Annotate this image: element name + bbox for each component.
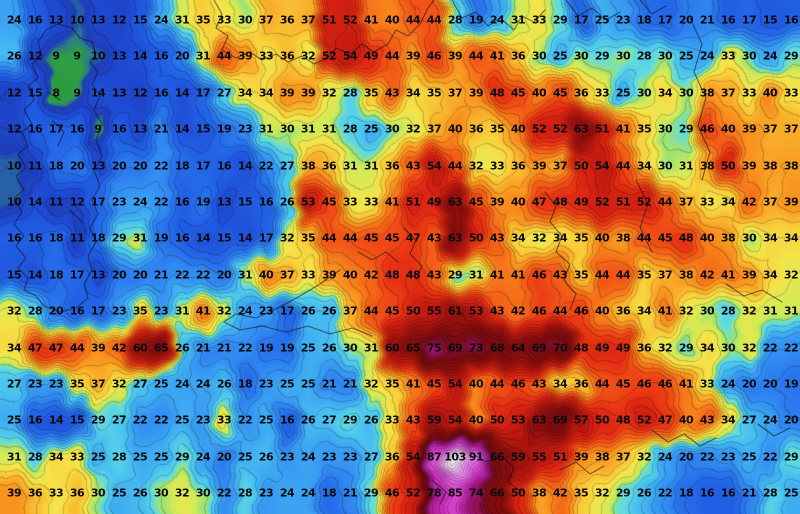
weather-precip-map: 24 16 13 10 13 12 15 24 31 35 33 30 37 36 37 51 52 41 40 44… (0, 0, 800, 514)
precip-color-field-canvas (0, 0, 800, 514)
